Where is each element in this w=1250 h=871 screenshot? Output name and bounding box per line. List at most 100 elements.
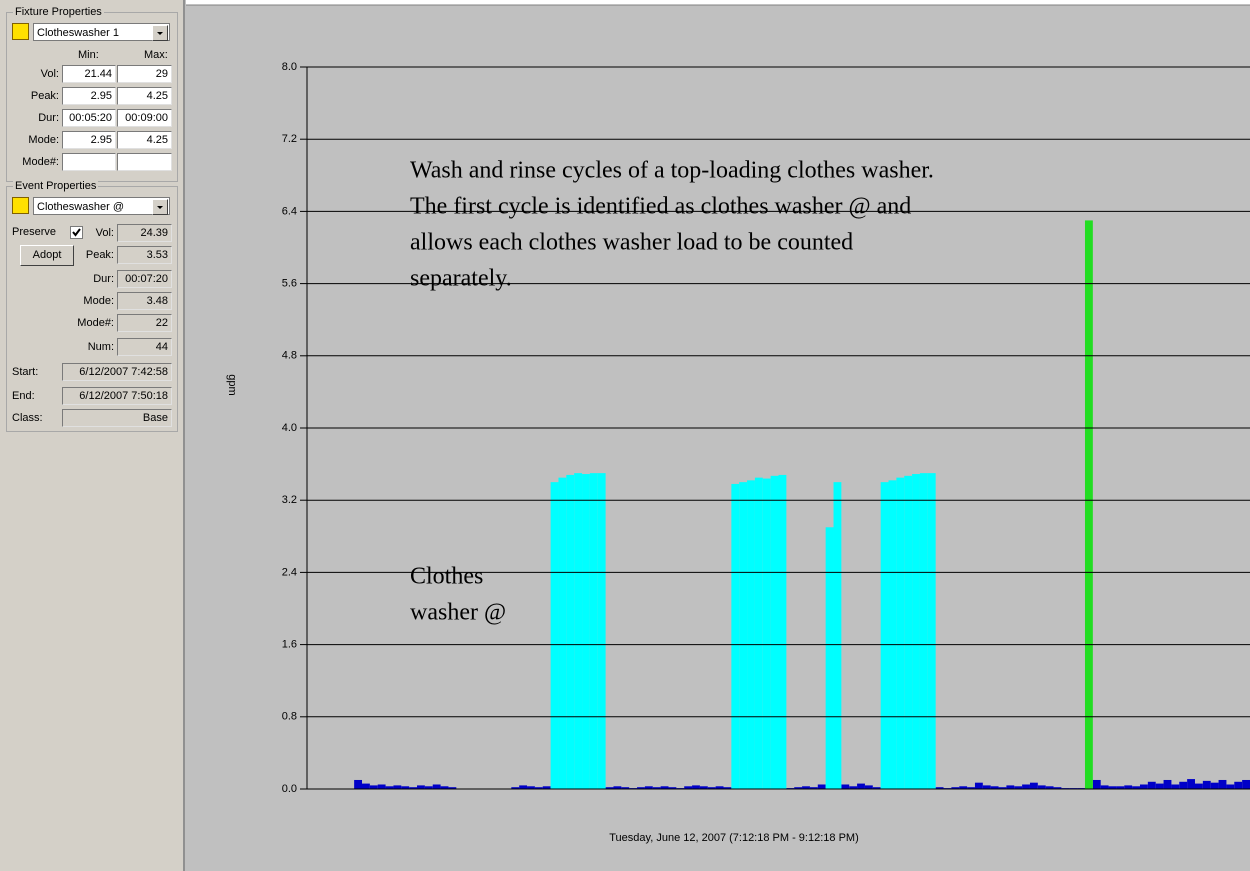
bar — [1014, 786, 1023, 789]
row-label: Num: — [87, 341, 114, 353]
row-label: Dur: — [93, 273, 114, 285]
max-field[interactable]: 29 — [117, 65, 172, 83]
bar — [448, 787, 457, 789]
min-field[interactable] — [62, 153, 116, 171]
annotation: Clothes — [410, 564, 483, 590]
bar — [558, 477, 567, 789]
bar — [1242, 779, 1250, 789]
min-field[interactable]: 00:05:20 — [62, 109, 116, 127]
bar — [550, 482, 559, 789]
bar — [1139, 784, 1148, 789]
bar — [1202, 780, 1211, 789]
y-axis-label: gpm — [226, 374, 238, 395]
bar — [527, 786, 535, 789]
bar — [998, 787, 1007, 789]
dropdown-arrow[interactable] — [152, 25, 168, 41]
dropdown-arrow[interactable] — [152, 199, 168, 215]
row-label: Peak: — [30, 90, 59, 102]
bar — [1234, 781, 1243, 789]
min-field[interactable]: 21.44 — [62, 65, 116, 83]
bar — [794, 787, 803, 789]
bar — [1022, 784, 1030, 789]
min-field[interactable]: 2.95 — [62, 131, 116, 149]
bar — [1132, 786, 1140, 789]
arrow-icon — [157, 32, 163, 35]
max-field[interactable]: 4.25 — [117, 131, 172, 149]
bar — [904, 475, 913, 789]
bar — [912, 474, 920, 789]
bar — [574, 473, 583, 789]
y-tick-label: 1.6 — [282, 639, 297, 651]
max-field[interactable]: 00:09:00 — [117, 109, 172, 127]
row-label: Mode#: — [77, 317, 114, 329]
bar — [393, 785, 402, 789]
bar — [605, 787, 614, 789]
check-mark — [72, 228, 81, 237]
bar — [747, 480, 755, 789]
bar — [699, 786, 708, 789]
bar — [1163, 779, 1172, 789]
bar — [739, 482, 748, 789]
bar — [589, 473, 598, 789]
bar — [857, 783, 865, 789]
bar — [849, 786, 858, 789]
value-field: 44 — [117, 338, 172, 356]
bar — [974, 782, 983, 789]
preserve-label: Preserve — [12, 226, 57, 238]
event-dropdown[interactable]: Clotheswasher @ — [33, 197, 170, 215]
bar — [1108, 786, 1117, 789]
preserve-checkbox[interactable] — [70, 226, 83, 239]
y-tick-label: 4.0 — [282, 422, 297, 434]
row-label: Mode#: — [22, 156, 59, 168]
bar — [582, 474, 590, 789]
bar — [1084, 220, 1093, 790]
min-field[interactable]: 2.95 — [62, 87, 116, 105]
bar — [715, 786, 724, 789]
row-label: Dur: — [38, 112, 59, 124]
y-tick-label: 4.8 — [282, 350, 297, 362]
bar — [754, 477, 763, 789]
top-strip — [186, 0, 1250, 5]
bar — [692, 785, 700, 789]
dropdown-text: Clotheswasher @ — [37, 201, 124, 213]
fixture-dropdown[interactable]: Clotheswasher 1 — [33, 23, 170, 41]
bar — [959, 786, 968, 789]
properties-panel: Fixture Properties Clotheswasher 1 Min: … — [0, 0, 185, 871]
bar — [809, 787, 818, 789]
y-tick-label: 0.8 — [282, 711, 297, 723]
row-label: Vol: — [95, 227, 114, 239]
bar — [762, 478, 771, 789]
bar — [1116, 786, 1125, 789]
value-field: Base — [62, 409, 172, 427]
bar — [652, 787, 661, 789]
event-icon — [12, 197, 29, 214]
bar — [1226, 784, 1235, 789]
bar — [1155, 783, 1164, 789]
row-label: Vol: — [40, 68, 59, 80]
bar — [872, 787, 881, 789]
bar — [401, 786, 410, 789]
bar — [1053, 787, 1062, 789]
bar — [982, 785, 991, 789]
bar — [896, 477, 905, 789]
bar — [369, 785, 378, 789]
max-field[interactable]: 4.25 — [117, 87, 172, 105]
max-field[interactable] — [117, 153, 172, 171]
bar — [542, 786, 551, 789]
y-tick-label: 2.4 — [282, 566, 297, 578]
adopt-button[interactable]: Adopt — [20, 245, 74, 266]
dropdown-text: Clotheswasher 1 — [37, 27, 119, 39]
bar — [511, 787, 520, 789]
value-field: 3.53 — [117, 246, 172, 264]
bar — [1045, 786, 1054, 789]
bar — [1187, 779, 1195, 789]
bar — [1006, 785, 1015, 789]
y-tick-label: 5.6 — [282, 278, 297, 290]
annotation: Wash and rinse cycles of a top-loading c… — [410, 158, 934, 184]
bar — [770, 475, 779, 789]
max-header: Max: — [144, 49, 168, 61]
bar — [1171, 784, 1180, 789]
bar — [864, 785, 873, 789]
bar — [927, 473, 936, 789]
